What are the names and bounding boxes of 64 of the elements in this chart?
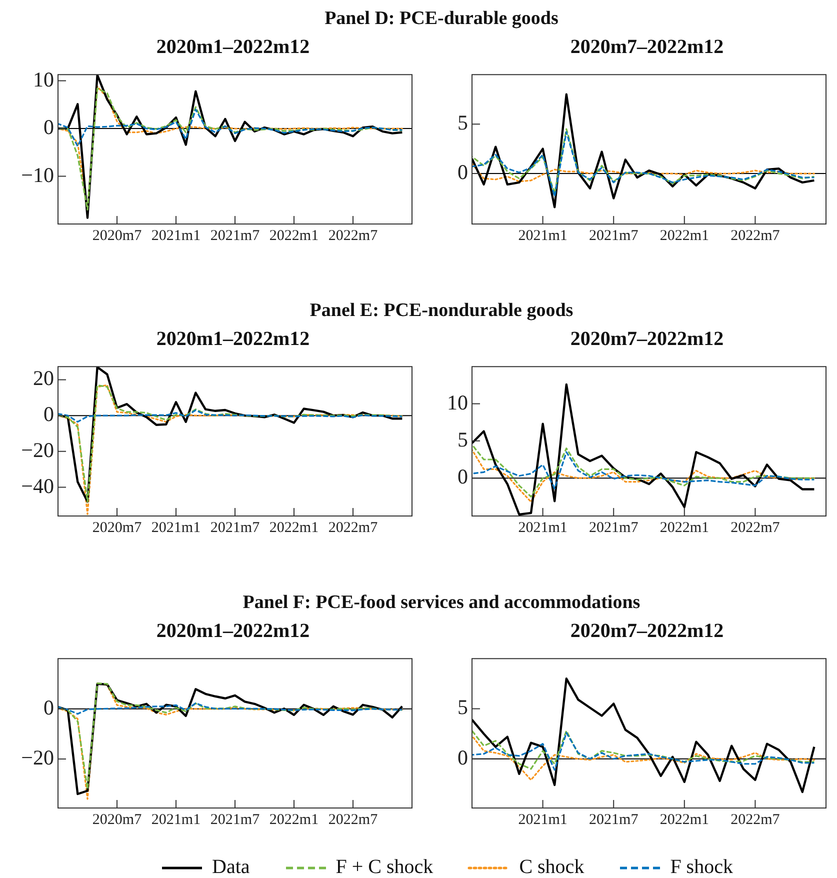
y-tick-label: −40 (21, 474, 54, 498)
chart-title: 2020m1–2022m12 (155, 620, 311, 642)
line-series (472, 444, 815, 498)
x-tick-label: 2022m7 (730, 520, 780, 536)
x-tick-label: 2021m7 (589, 812, 639, 828)
y-tick-label: −20 (21, 745, 54, 770)
x-tick-label: 2022m7 (730, 228, 780, 244)
chart-title: 2020m1–2022m12 (155, 328, 311, 350)
x-tick-label: 2022m1 (269, 520, 319, 536)
x-tick-label: 2021m1 (518, 520, 568, 536)
x-tick-label: 2022m1 (660, 520, 709, 536)
x-tick-label: 2020m7 (92, 812, 142, 828)
x-tick-label: 2021m1 (151, 812, 201, 828)
line-series (58, 108, 403, 147)
x-tick-label: 2021m7 (210, 228, 260, 244)
y-tick-label: 0 (44, 695, 54, 720)
text: Panel D: PCE-durable goods (324, 8, 558, 29)
chart-title: 2020m7–2022m12 (569, 36, 725, 58)
x-tick-label: 2021m7 (210, 812, 260, 828)
x-tick-label: 2021m1 (518, 812, 568, 828)
y-tick-label: 0 (458, 745, 468, 770)
line-series (472, 449, 815, 503)
y-tick-label: 0 (458, 464, 468, 489)
x-tick-label: 2021m1 (151, 228, 201, 244)
text: Panel E: PCE-nondurable goods (310, 300, 574, 321)
x-tick-label: 2022m7 (730, 812, 780, 828)
x-tick-label: 2022m1 (660, 228, 709, 244)
legend-label: F shock (670, 856, 733, 878)
chart-title: 2020m7–2022m12 (569, 328, 725, 350)
chart-title: 2020m7–2022m12 (569, 620, 725, 642)
y-tick-label: 20 (33, 366, 54, 390)
y-tick-label: 5 (458, 110, 468, 135)
x-tick-label: 2021m7 (210, 520, 260, 536)
line-series (472, 451, 815, 490)
y-tick-label: 5 (458, 427, 468, 452)
x-tick-label: 2021m7 (589, 228, 639, 244)
line-series (472, 735, 815, 781)
line-series (58, 702, 403, 715)
chart-title: 2020m1–2022m12 (155, 36, 311, 58)
x-tick-label: 2021m1 (518, 228, 568, 244)
x-tick-label: 2020m7 (92, 228, 142, 244)
text: Panel F: PCE-food services and accommodations (242, 592, 640, 613)
x-tick-label: 2022m7 (328, 520, 378, 536)
x-tick-label: 2022m1 (269, 228, 319, 244)
y-tick-label: 0 (44, 115, 54, 140)
legend-label: F + C shock (336, 856, 434, 878)
line-series (472, 162, 815, 182)
x-tick-label: 2022m7 (328, 812, 378, 828)
y-tick-label: 10 (447, 390, 468, 414)
legend-label: Data (212, 856, 250, 878)
y-tick-label: −10 (21, 162, 54, 187)
x-tick-label: 2020m7 (92, 520, 142, 536)
y-tick-label: −20 (21, 438, 54, 462)
y-tick-label: 0 (44, 402, 54, 426)
line-series (58, 409, 403, 423)
x-tick-label: 2022m1 (269, 812, 319, 828)
y-tick-label: 5 (458, 695, 468, 720)
legend-label: C shock (519, 856, 584, 878)
x-tick-label: 2022m7 (328, 228, 378, 244)
x-tick-label: 2021m1 (151, 520, 201, 536)
x-tick-label: 2021m7 (589, 520, 639, 536)
y-tick-label: 0 (458, 160, 468, 184)
y-tick-label: 10 (33, 67, 54, 92)
x-tick-label: 2022m1 (660, 812, 709, 828)
